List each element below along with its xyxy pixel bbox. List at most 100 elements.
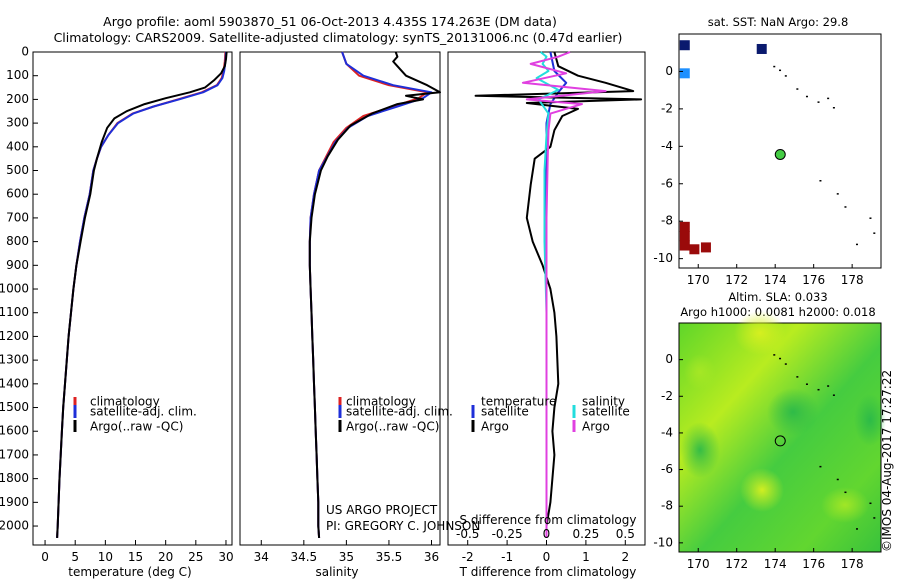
island-mark	[779, 69, 782, 72]
y-tick-label: 1700	[0, 447, 29, 461]
map-y-tick-label: -10	[653, 535, 673, 549]
y-tick-label: 2000	[0, 519, 29, 533]
sst-square	[679, 240, 690, 251]
depth-y-ticks: 0 100 200 300 400 500 600 700 800 900 1000 1100 1200…	[0, 45, 38, 533]
altimetry-low-anomaly	[680, 422, 720, 478]
island-mark	[869, 502, 872, 505]
x-tick-label: 35.5	[376, 550, 403, 564]
y-tick-label: 1400	[0, 376, 29, 390]
sst-square	[679, 68, 690, 79]
sst-square	[700, 242, 711, 253]
series-line-satellite	[308, 51, 433, 538]
series-line-climatology	[56, 51, 227, 538]
island-mark	[832, 394, 835, 396]
map-x-tick-label: 174	[764, 273, 787, 287]
salinity-legend: climatology satellite-adj. clim. Argo(..…	[338, 395, 453, 434]
altimetry-high-anomaly	[821, 487, 869, 523]
y-tick-label: 0	[21, 45, 29, 59]
y-tick-label: 1300	[0, 353, 29, 367]
x-tick-label: 0	[41, 550, 49, 564]
t-difference-x-label: T difference from climatology	[459, 565, 637, 579]
s-tick-label: 0	[543, 527, 551, 541]
difference-panel: -2 -1 0 1 2 -0.5 -0.25 0 0.25 0.5 S difference f…	[447, 51, 646, 579]
series-line-salinity-argo	[521, 51, 607, 538]
salinity-x-ticks: 34 34.5 35 35.5 36	[254, 540, 439, 564]
altimetry-high-anomaly	[734, 311, 786, 355]
x-tick-label: 10	[98, 550, 113, 564]
legend-label-satellite: satellite-adj. clim.	[346, 405, 453, 419]
map-y-tick-label: -4	[661, 139, 673, 153]
map-y-tick-label: 0	[665, 352, 673, 366]
figure-title-line1: Argo profile: aoml 5903870_51 06-Oct-201…	[103, 14, 557, 29]
map-y-tick-label: -10	[653, 251, 673, 265]
sst-map-title: sat. SST: NaN Argo: 29.8	[708, 15, 849, 29]
sst-map-panel: sat. SST: NaN Argo: 29.8 170 172 174 176 178…	[653, 15, 882, 287]
island-mark	[805, 383, 808, 385]
map-x-tick-label: 170	[687, 557, 710, 571]
island-mark	[796, 88, 799, 90]
island-mark	[805, 95, 808, 98]
island-mark	[817, 388, 820, 391]
s-tick-label: -0.25	[492, 527, 523, 541]
island-mark	[844, 491, 847, 494]
altimetry-title-line1: Altim. SLA: 0.033	[728, 290, 827, 304]
y-tick-label: 700	[6, 210, 29, 224]
y-tick-label: 300	[6, 116, 29, 130]
series-line-satellite	[56, 51, 227, 538]
island-mark	[844, 206, 847, 208]
series-line-climatology	[308, 51, 429, 538]
t-difference-x-ticks: -2 -1 0 1 2	[462, 540, 629, 564]
map-y-tick-label: -6	[661, 462, 673, 476]
y-tick-label: 800	[6, 234, 29, 248]
y-tick-label: 1000	[0, 282, 29, 296]
island-mark	[836, 193, 839, 195]
island-mark	[873, 517, 876, 519]
y-tick-label: 1200	[0, 329, 29, 343]
sst-square	[756, 43, 767, 54]
island-mark	[819, 465, 822, 468]
legend-label-satellite: satellite-adj. clim.	[90, 405, 197, 419]
x-tick-label: 20	[158, 550, 173, 564]
y-tick-label: 1100	[0, 305, 29, 319]
island-mark	[855, 528, 858, 530]
x-tick-label: 1	[582, 550, 590, 564]
legend-label-s-argo: Argo	[582, 420, 610, 434]
legend-header-temperature: temperature	[481, 395, 556, 409]
altimetry-map-panel: Altim. SLA: 0.033 Argo h1000: 0.0081 h20…	[653, 290, 886, 571]
sst-square	[679, 221, 690, 232]
island-mark	[817, 101, 820, 103]
x-tick-label: 30	[218, 550, 233, 564]
y-tick-label: 200	[6, 92, 29, 106]
pi-label: PI: GREGORY C. JOHNSON	[326, 519, 480, 533]
series-line-temperature-argo	[474, 51, 643, 538]
island-mark	[832, 107, 835, 109]
y-tick-label: 1800	[0, 471, 29, 485]
map-y-tick-label: -8	[661, 499, 673, 513]
legend-label-climatology: climatology	[346, 395, 416, 409]
altimetry-low-anomaly	[767, 388, 819, 436]
island-mark	[827, 97, 830, 100]
series-line-argo	[308, 51, 441, 538]
altimetry-high-anomaly	[740, 468, 784, 512]
temperature-series-group	[56, 51, 228, 538]
y-tick-label: 100	[6, 68, 29, 82]
temperature-plot-frame	[32, 51, 233, 546]
island-mark	[836, 478, 839, 481]
float-position-marker	[774, 148, 786, 160]
s-difference-ticks: -0.5 -0.25 0 0.25 0.5	[456, 527, 635, 541]
s-tick-label: 0.25	[573, 527, 600, 541]
map-y-tick-label: -4	[661, 425, 673, 439]
map-x-tick-label: 174	[764, 557, 787, 571]
map-x-tick-label: 176	[802, 273, 825, 287]
legend-label-argo: Argo(..raw -QC)	[346, 420, 439, 434]
altimetry-map-marks	[773, 354, 876, 530]
map-x-tick-label: 170	[687, 273, 710, 287]
x-tick-label: 5	[71, 550, 79, 564]
map-x-tick-label: 172	[725, 557, 748, 571]
temperature-x-ticks: 0 5 10 15 20 25 30	[41, 540, 234, 564]
salinity-panel: 34 34.5 35 35.5 36 salinity climatology sate…	[239, 51, 480, 579]
legend-label-s-satellite: satellite	[582, 405, 630, 419]
y-tick-label: 600	[6, 187, 29, 201]
x-tick-label: 2	[621, 550, 629, 564]
